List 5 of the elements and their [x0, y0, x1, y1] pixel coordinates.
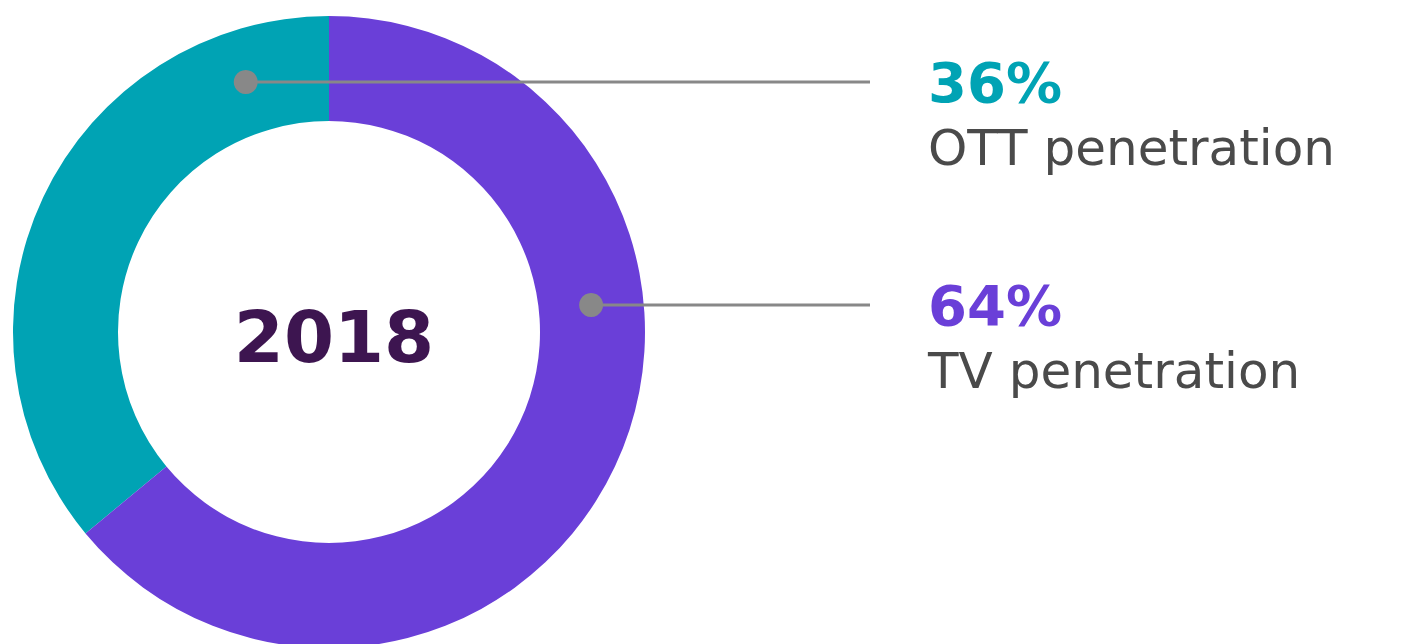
text: 2018: [233, 295, 435, 379]
data-label: 64%: [928, 272, 1063, 338]
slice-label: TV penetration: [927, 342, 1301, 400]
slice-label: OTT penetration: [928, 119, 1335, 177]
data-label: 36%: [928, 49, 1063, 115]
